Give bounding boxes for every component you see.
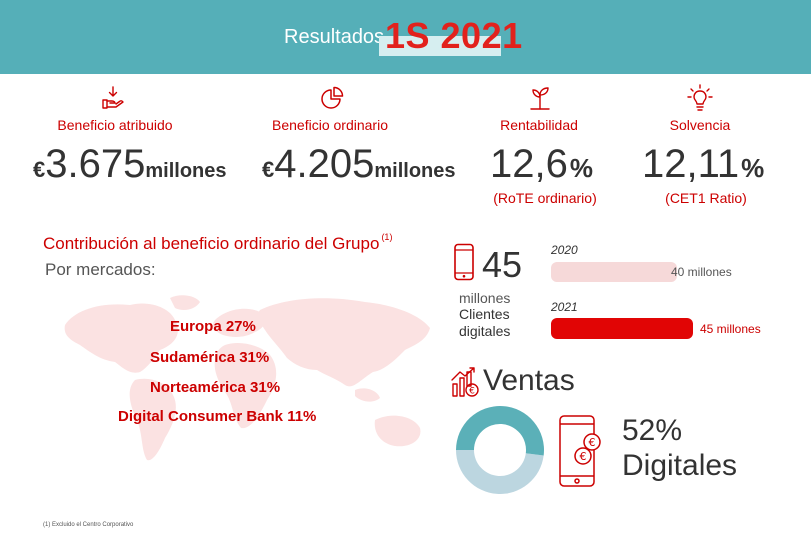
kpi-sub-rentabilidad: (RoTE ordinario) [493,190,597,206]
contribution-title: Contribución al beneficio ordinario del … [43,232,393,254]
bar-2020 [551,262,678,282]
digital-clients-value: 45 [482,244,523,285]
sales-title: Ventas [483,364,575,397]
mobile-phone-icon [454,243,474,281]
market-europa: Europa 27% [170,318,256,335]
bar-label-2021: 45 millones [700,322,761,336]
header-highlight [379,36,501,56]
kpi-unit: millones [374,160,456,182]
kpi-value-beneficio-ordinario: €4.205millones [262,142,456,187]
kpi-label-beneficio-atribuido: Beneficio atribuido [57,117,173,133]
lightbulb-icon [687,84,713,111]
bar-label-2020: 40 millones [671,265,732,279]
header-period: 1S 2021 [385,15,523,56]
contribution-title-text: Contribución al beneficio ordinario del … [43,234,380,253]
digital-clients-label: Clientes digitales [459,306,511,339]
svg-text:€: € [589,436,596,449]
header-label: Resultados [284,26,385,48]
kpi-label-beneficio-ordinario: Beneficio ordinario [272,117,388,133]
kpi-sub-solvencia: (CET1 Ratio) [665,190,747,206]
kpi-number: 3.675 [45,142,146,186]
kpi-unit: millones [145,160,227,182]
kpi-unit: % [741,153,765,183]
kpi-label-rentabilidad: Rentabilidad [500,117,578,133]
bar-year-2020: 2020 [551,243,578,257]
currency-symbol: € [262,157,275,182]
svg-text:€: € [469,387,475,397]
currency-symbol: € [33,157,46,182]
market-sudamerica: Sudamérica 31% [150,349,270,366]
kpi-number: 4.205 [274,142,375,186]
kpi-value-beneficio-atribuido: €3.675millones [33,142,227,187]
footnote: (1) Excluido el Centro Corporativo [43,522,134,528]
kpi-value-solvencia: 12,11% [642,142,764,187]
bar-year-2021: 2021 [551,300,578,314]
market-norteamerica: Norteamérica 31% [150,379,281,396]
mobile-euro-icon: € € [559,415,601,487]
chart-euro-icon: € [451,367,479,397]
contribution-subtitle: Por mercados: [45,260,156,279]
donut-slice-digital [456,406,544,456]
kpi-number: 12,6 [490,142,568,186]
pie-chart-icon [321,86,344,109]
kpi-unit: % [569,153,593,183]
kpi-number: 12,11 [642,142,740,186]
world-map-icon [64,295,430,461]
kpi-label-solvencia: Solvencia [669,117,731,133]
hand-arrow-icon [102,86,124,109]
sales-digital-percent: 52% [622,414,683,447]
footnote-ref: (1) [381,232,393,242]
donut-slice-other [456,450,544,495]
bar-2021 [551,318,693,339]
kpi-value-rentabilidad: 12,6% [490,142,593,187]
sales-digital-label: Digitales [622,449,738,482]
svg-text:€: € [580,450,587,463]
plant-icon [530,87,550,110]
digital-clients-unit: millones [459,290,511,306]
sales-donut-chart [456,406,544,495]
market-digital-consumer-bank: Digital Consumer Bank 11% [118,408,317,425]
